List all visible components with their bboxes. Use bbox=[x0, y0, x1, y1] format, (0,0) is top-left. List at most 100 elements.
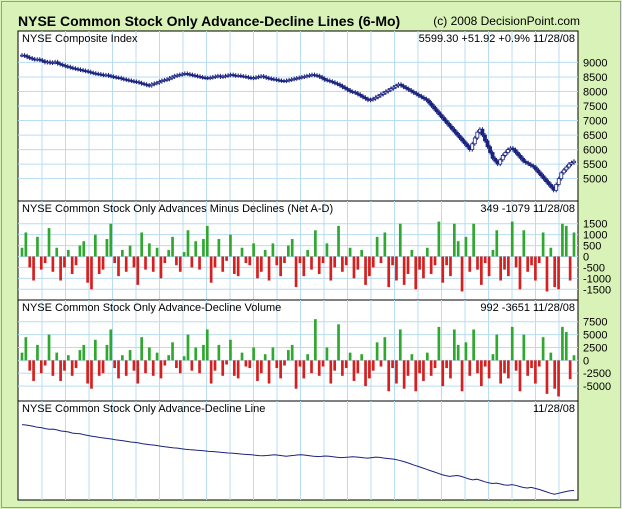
decline-bar bbox=[371, 256, 375, 268]
decline-bar bbox=[568, 256, 572, 281]
advance-bar bbox=[82, 241, 86, 257]
decline-bar bbox=[178, 256, 182, 272]
candle-body bbox=[157, 81, 162, 84]
decline-bar bbox=[317, 256, 321, 274]
advance-bar bbox=[410, 354, 414, 361]
candle-body bbox=[439, 114, 444, 119]
advance-bar bbox=[217, 344, 221, 361]
decline-bar bbox=[499, 256, 502, 281]
candle-body bbox=[536, 169, 541, 174]
candle-body bbox=[465, 143, 470, 148]
advance-bar bbox=[541, 337, 545, 361]
candle-body bbox=[572, 160, 576, 164]
decline-bar bbox=[124, 256, 128, 272]
decline-bar bbox=[159, 256, 163, 279]
decline-bar bbox=[344, 256, 348, 266]
advance-bar bbox=[398, 329, 402, 361]
decline-bar bbox=[43, 256, 47, 264]
candle-body bbox=[424, 98, 429, 101]
decline-bar bbox=[518, 360, 522, 392]
advance-bar bbox=[182, 252, 186, 257]
decline-bar bbox=[387, 360, 391, 392]
decline-bar bbox=[132, 256, 136, 268]
candle-body bbox=[371, 98, 375, 101]
decline-bar bbox=[534, 360, 537, 384]
decline-bar bbox=[537, 256, 541, 264]
decline-bar bbox=[414, 360, 418, 392]
decline-bar bbox=[422, 360, 425, 381]
candle-body bbox=[559, 172, 564, 180]
decline-bar bbox=[267, 360, 271, 384]
decline-bar bbox=[503, 256, 506, 270]
decline-bar bbox=[59, 256, 62, 281]
advance-bar bbox=[171, 342, 174, 361]
decline-bar bbox=[213, 360, 217, 371]
decline-bar bbox=[248, 256, 252, 266]
decline-bar bbox=[159, 360, 163, 379]
candle-body bbox=[55, 61, 60, 64]
decline-bar bbox=[275, 360, 279, 369]
decline-bar bbox=[476, 360, 479, 374]
decline-bar bbox=[460, 256, 464, 292]
decline-bar bbox=[483, 360, 487, 367]
decline-bar bbox=[236, 360, 240, 379]
advance-bar bbox=[495, 334, 499, 361]
advance-bar bbox=[155, 247, 159, 257]
panel-background bbox=[17, 400, 579, 501]
candle-body bbox=[455, 131, 459, 136]
candle-body bbox=[541, 175, 546, 180]
advance-bar bbox=[202, 239, 205, 257]
advance-bar bbox=[452, 223, 456, 257]
advance-bar bbox=[549, 247, 553, 257]
decline-bar bbox=[406, 256, 410, 274]
candle-body bbox=[419, 95, 424, 98]
candle-body bbox=[511, 147, 515, 151]
candle-body bbox=[149, 83, 154, 87]
decline-bar bbox=[468, 360, 472, 376]
decline-bar bbox=[480, 256, 483, 285]
candle-body bbox=[416, 93, 421, 97]
decline-bar bbox=[418, 360, 421, 374]
decline-bar bbox=[151, 256, 155, 272]
advance-bar bbox=[375, 236, 379, 257]
advance-bar bbox=[55, 352, 59, 361]
decline-bar bbox=[352, 360, 356, 381]
decline-bar bbox=[321, 256, 325, 264]
candle-body bbox=[427, 99, 431, 104]
decline-bar bbox=[256, 360, 259, 381]
candle-body bbox=[518, 155, 523, 159]
decline-bar bbox=[395, 360, 398, 384]
advance-bar bbox=[194, 241, 198, 257]
candle-body bbox=[381, 92, 386, 95]
decline-bar bbox=[70, 360, 74, 376]
advance-bar bbox=[510, 221, 514, 257]
candle-body bbox=[373, 96, 378, 100]
advance-bar bbox=[94, 234, 97, 257]
advance-bar bbox=[66, 249, 70, 257]
decline-bar bbox=[70, 256, 74, 274]
decline-bar bbox=[356, 360, 360, 374]
candle-body bbox=[406, 88, 411, 91]
decline-bar bbox=[190, 360, 194, 371]
decline-bar bbox=[28, 256, 32, 268]
decline-bar bbox=[391, 256, 394, 266]
advance-bar bbox=[290, 239, 294, 257]
y-tick-label: -1500 bbox=[583, 284, 611, 296]
decline-bar bbox=[379, 360, 383, 367]
advance-bar bbox=[194, 347, 198, 361]
decline-bar bbox=[503, 360, 506, 374]
decline-bar bbox=[144, 360, 147, 374]
candle-body bbox=[516, 152, 520, 156]
decline-bar bbox=[74, 256, 78, 266]
y-tick-label: -2500 bbox=[583, 368, 611, 380]
decline-bar bbox=[402, 360, 406, 389]
decline-bar bbox=[117, 256, 120, 277]
advance-bar bbox=[572, 355, 576, 361]
decline-bar bbox=[302, 256, 306, 277]
advance-bar bbox=[306, 354, 309, 361]
decline-bar bbox=[225, 360, 228, 365]
candle-body bbox=[564, 166, 569, 171]
decline-bar bbox=[526, 360, 530, 376]
decline-bar bbox=[395, 256, 398, 281]
candle-body bbox=[462, 140, 467, 145]
